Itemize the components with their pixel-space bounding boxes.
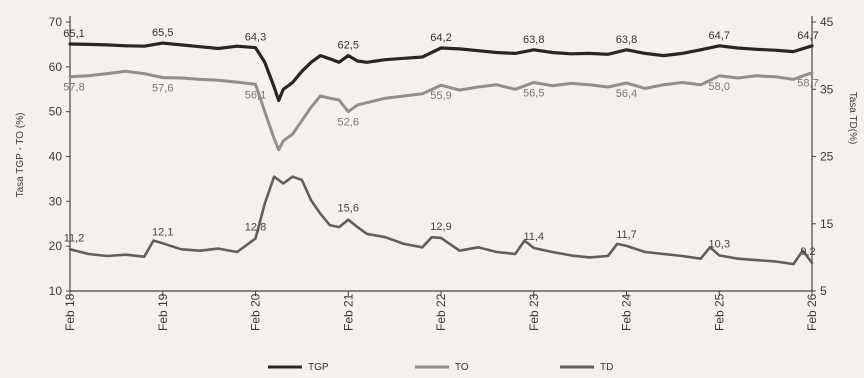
legend-label-0: TGP [308,362,329,373]
right-y-tick-label-3: 35 [820,82,834,96]
data-label-0-3: 62,5 [338,40,359,52]
data-label-2-23: 11,4 [523,231,544,243]
left-y-tick-label-0: 10 [49,284,63,298]
series-line-to-right [68,175,814,266]
right-y-tick-label-4: 45 [820,15,834,29]
left-axis-title: Tasa TGP - TO (%) [15,113,26,198]
x-tick-label-1: Feb 19 [156,293,170,331]
right-axis-title: Tasa TD(%) [847,92,858,145]
right-y-tick-label-2: 25 [820,150,834,164]
right-y-tick-label-1: 15 [820,217,834,231]
data-label-2-19: 12,1 [152,226,173,238]
data-label-1-11: 56,1 [245,89,266,101]
x-tick-label-6: Feb 24 [620,293,634,331]
data-label-0-2: 64,3 [245,32,266,44]
data-label-2-20: 12,8 [245,222,266,234]
data-label-2-24: 11,7 [616,229,637,241]
data-label-0-6: 63,8 [616,34,637,46]
left-y-tick-label-5: 60 [49,60,63,74]
right-y-tick-label-0: 5 [820,284,827,298]
data-label-1-14: 56,5 [523,88,544,100]
x-tick-label-0: Feb 18 [63,293,77,331]
data-label-1-12: 52,6 [338,117,359,129]
series-line-tgp [68,41,814,103]
data-label-2-22: 12,9 [430,221,451,233]
x-tick-label-5: Feb 23 [527,293,541,331]
left-y-tick-label-2: 30 [49,194,63,208]
data-label-0-1: 65,5 [152,27,173,39]
data-label-0-5: 63,8 [523,34,544,46]
x-tick-label-3: Feb 21 [341,293,355,331]
data-label-1-9: 57,8 [63,82,84,94]
series-line-to-left [68,69,814,152]
left-y-tick-label-1: 20 [49,239,63,253]
left-y-tick-label-4: 50 [49,105,63,119]
x-tick-label-8: Feb 26 [805,293,819,331]
x-tick-label-7: Feb 25 [712,293,726,331]
left-y-tick-label-3: 40 [49,150,63,164]
data-label-2-18: 11,2 [64,232,85,244]
data-label-2-26: 9,2 [800,246,815,258]
data-label-1-13: 55,9 [430,90,451,102]
data-label-0-7: 64,7 [709,30,730,42]
x-tick-label-2: Feb 20 [249,293,263,331]
data-label-2-21: 15,6 [338,203,359,215]
data-label-1-10: 57,6 [152,83,173,95]
data-label-0-0: 65,1 [63,28,84,40]
data-label-0-8: 64,7 [797,30,818,42]
data-label-1-15: 56,4 [616,88,637,100]
data-label-1-16: 58,0 [709,81,730,93]
x-tick-label-4: Feb 22 [434,293,448,331]
left-y-tick-label-6: 70 [49,15,63,29]
data-label-2-25: 10,3 [709,238,730,250]
data-label-0-4: 64,2 [430,32,451,44]
legend-label-2: TD [600,362,613,373]
data-label-1-17: 58,7 [797,78,818,90]
legend-label-1: TO [455,362,469,373]
